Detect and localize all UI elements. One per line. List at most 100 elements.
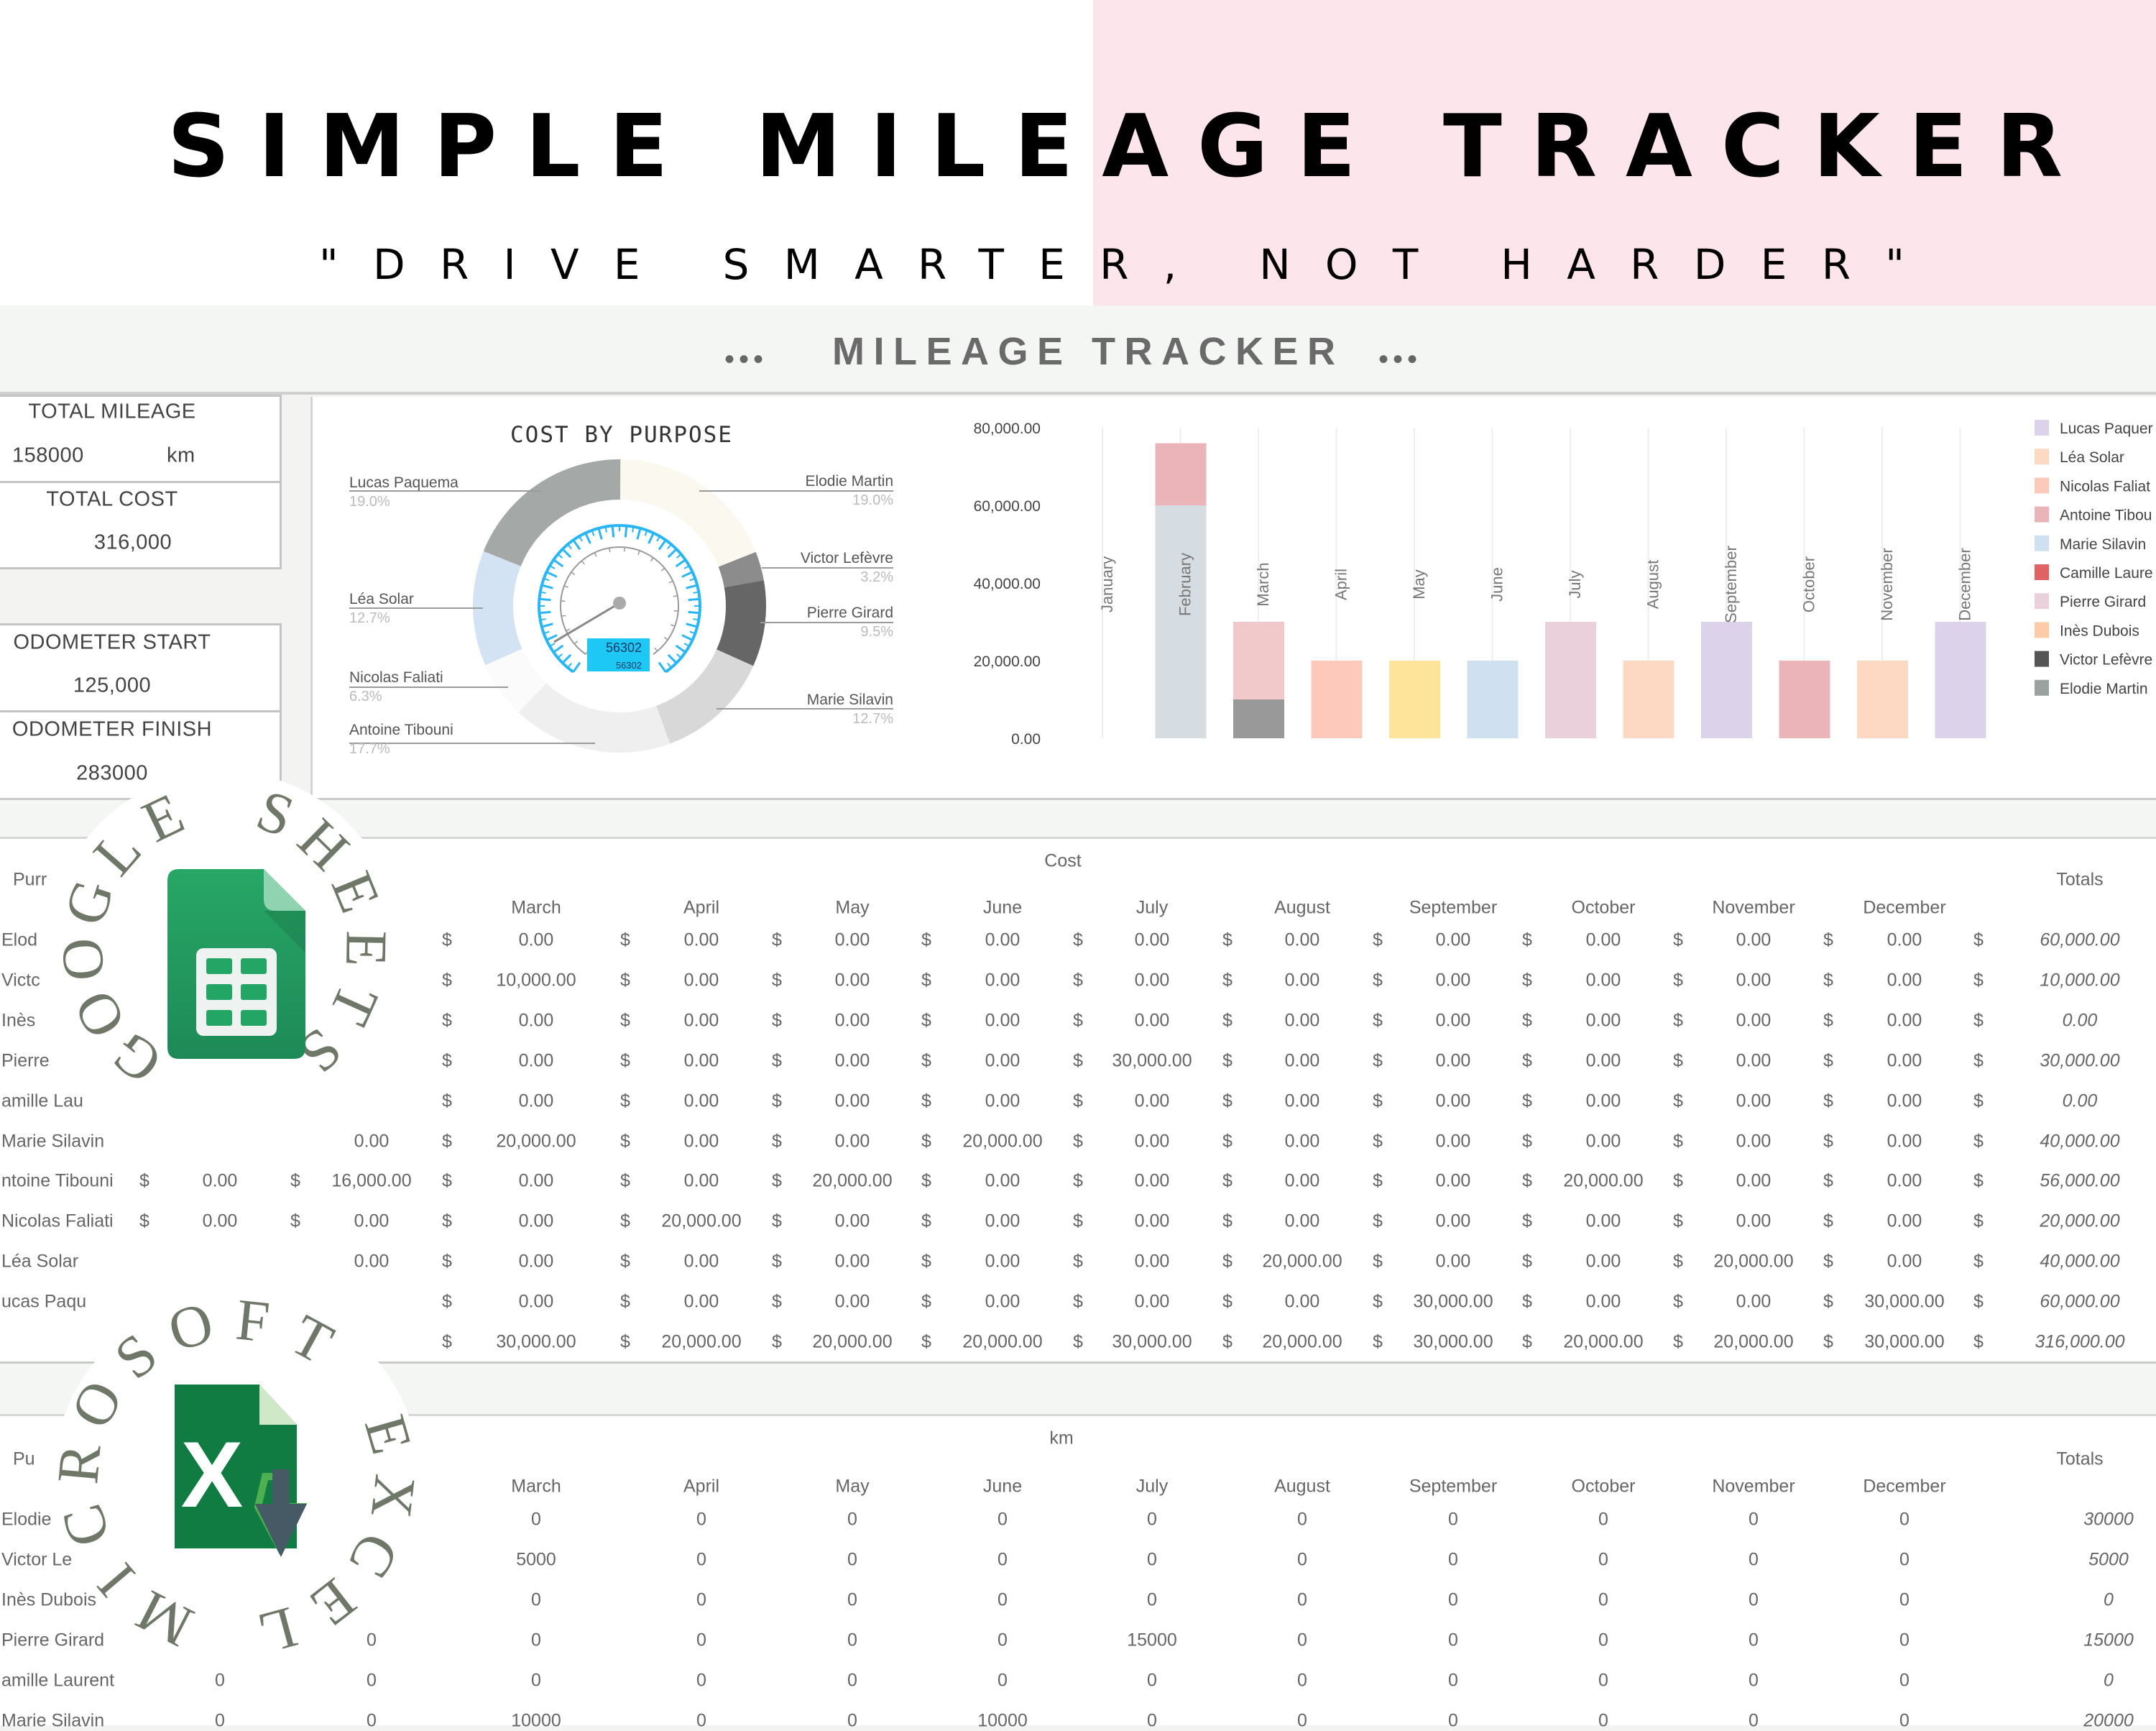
- cell-value: 0: [696, 1589, 706, 1610]
- cell-value: 5000: [516, 1549, 556, 1570]
- currency-symbol: $: [1073, 1291, 1083, 1312]
- legend-swatch: [2035, 593, 2049, 610]
- purpose-header: Purr: [13, 869, 47, 890]
- cell-value: 20,000.00: [1563, 1170, 1644, 1191]
- cell-value: 0: [215, 1670, 225, 1691]
- currency-symbol: $: [1073, 1331, 1083, 1352]
- legend-label[interactable]: Marie Silavin: [2060, 536, 2146, 553]
- cell-value: 0.00: [683, 970, 719, 991]
- totals-header: Totals: [2056, 1448, 2104, 1469]
- x-tick-label: June: [1488, 567, 1506, 602]
- cell-value: 0.00: [985, 1251, 1021, 1272]
- legend-label[interactable]: Pierre Girard: [2060, 594, 2146, 610]
- legend-label[interactable]: Camille Laure: [2060, 565, 2153, 582]
- month-header: June: [982, 1476, 1023, 1497]
- currency-symbol: $: [290, 1211, 300, 1231]
- badge-ring-letter: E: [333, 930, 400, 968]
- legend-label[interactable]: Antoine Tibou: [2060, 508, 2152, 524]
- row-name: Pierre: [1, 1050, 50, 1071]
- legend-label[interactable]: Nicolas Faliat: [2060, 478, 2150, 495]
- cell-value: 0: [1297, 1509, 1307, 1530]
- cell-value: 0.00: [834, 929, 870, 950]
- cell-value: 0.00: [683, 1091, 719, 1111]
- legend-label[interactable]: Victor Lefèvre: [2060, 652, 2152, 669]
- row-name: Victc: [1, 970, 40, 991]
- currency-symbol: $: [1973, 1131, 1984, 1151]
- cell-value: 0.00: [1736, 1211, 1772, 1231]
- currency-symbol: $: [1823, 1050, 1833, 1071]
- currency-symbol: $: [1823, 1291, 1833, 1312]
- cell-value: 0.00: [1435, 1091, 1471, 1111]
- cell-value: 0: [1448, 1549, 1458, 1570]
- cell-value: 0.00: [1736, 929, 1772, 950]
- currency-symbol: $: [620, 1251, 630, 1272]
- currency-symbol: $: [1073, 1131, 1083, 1151]
- currency-symbol: $: [1673, 1131, 1683, 1151]
- currency-symbol: $: [620, 929, 630, 950]
- badge-ring-letter: O: [48, 935, 117, 984]
- currency-symbol: $: [772, 1091, 782, 1111]
- cell-value: 0: [1899, 1589, 1909, 1610]
- cell-value: 0: [1147, 1509, 1157, 1530]
- cell-value: 10,000.00: [496, 970, 576, 991]
- cell-value: 0.00: [354, 1131, 390, 1151]
- x-tick-label: September: [1722, 546, 1740, 623]
- donut-slice: [485, 648, 547, 712]
- legend-label[interactable]: Inès Dubois: [2060, 623, 2139, 639]
- cell-value: 0.00: [1134, 1170, 1170, 1191]
- cell-value: 0.00: [834, 1010, 870, 1031]
- row-total: 30,000.00: [2040, 1050, 2120, 1071]
- cell-value: 0: [696, 1710, 706, 1730]
- legend-label[interactable]: Lucas Paquer: [2060, 421, 2153, 437]
- cell-value: 0.00: [1736, 1050, 1772, 1071]
- charts-svg: COST BY PURPOSE 56302 56302 Elodie Martin…: [349, 420, 2153, 757]
- cell-value: 0: [998, 1630, 1008, 1650]
- x-tick-label: January: [1098, 556, 1116, 612]
- donut-pct: 9.5%: [860, 624, 893, 640]
- currency-symbol: $: [1222, 929, 1233, 950]
- cell-value: 0.00: [518, 1251, 554, 1272]
- cell-value: 0: [1448, 1630, 1458, 1650]
- currency-symbol: $: [772, 929, 782, 950]
- currency-symbol: $: [921, 1331, 931, 1352]
- currency-symbol: $: [921, 1010, 931, 1031]
- legend-label[interactable]: Léa Solar: [2060, 449, 2124, 466]
- currency-symbol: $: [1373, 1251, 1383, 1272]
- currency-symbol: $: [442, 970, 452, 991]
- cell-value: 0: [1899, 1670, 1909, 1691]
- cell-value: 0: [1899, 1710, 1909, 1730]
- cell-value: 0: [998, 1589, 1008, 1610]
- currency-symbol: $: [1673, 970, 1683, 991]
- y-tick-label: 20,000.00: [974, 653, 1041, 670]
- svg-text:X: X: [181, 1422, 244, 1527]
- currency-symbol: $: [620, 1091, 630, 1111]
- legend-swatch: [2035, 535, 2049, 551]
- cell-value: 30,000.00: [1413, 1291, 1493, 1312]
- row-name: Inès: [1, 1010, 36, 1031]
- month-header: December: [1863, 1476, 1946, 1497]
- currency-symbol: $: [921, 1211, 931, 1231]
- cell-value: 0.00: [1886, 970, 1922, 991]
- currency-symbol: $: [1673, 1170, 1683, 1191]
- cell-value: 30,000.00: [1112, 1050, 1192, 1071]
- currency-symbol: $: [772, 1010, 782, 1031]
- month-header: November: [1712, 1476, 1795, 1497]
- currency-symbol: $: [1823, 1211, 1833, 1231]
- cell-value: 0: [367, 1670, 377, 1691]
- donut-label: Nicolas Faliati: [349, 669, 443, 686]
- legend-label[interactable]: Elodie Martin: [2060, 681, 2148, 697]
- x-tick-label: October: [1800, 556, 1818, 612]
- legend-swatch: [2035, 622, 2049, 638]
- month-header: July: [1135, 897, 1169, 918]
- cell-value: 0.00: [683, 929, 719, 950]
- currency-symbol: $: [1673, 1331, 1683, 1352]
- currency-symbol: $: [1373, 1291, 1383, 1312]
- kpi-total-cost: TOTAL COST 316,000: [0, 481, 282, 569]
- bar-february-segment: [1155, 505, 1207, 738]
- cost-table: Cost Totals Purr March April May June July Augus…: [0, 839, 2156, 1362]
- legend-swatch: [2035, 564, 2049, 580]
- currency-symbol: $: [620, 1331, 630, 1352]
- cell-value: 0.00: [518, 1170, 554, 1191]
- speedometer-icon: 56302 56302: [515, 501, 724, 711]
- section-header-band: [0, 306, 2156, 395]
